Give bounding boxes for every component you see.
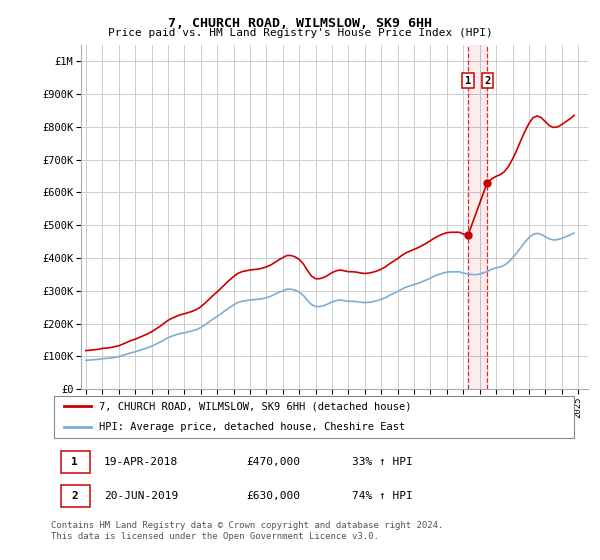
Bar [468,45,487,389]
Text: 1: 1 [465,76,471,86]
Text: 7, CHURCH ROAD, WILMSLOW, SK9 6HH: 7, CHURCH ROAD, WILMSLOW, SK9 6HH [168,17,432,30]
Text: 20-JUN-2019: 20-JUN-2019 [104,491,178,501]
Text: HPI: Average price, detached house, Cheshire East: HPI: Average price, detached house, Ches… [98,422,405,432]
Text: 2: 2 [484,76,490,86]
Text: Contains HM Land Registry data © Crown copyright and database right 2024.
This d: Contains HM Land Registry data © Crown c… [51,521,443,541]
FancyBboxPatch shape [61,451,89,473]
Text: 1: 1 [71,457,78,467]
Text: £630,000: £630,000 [247,491,301,501]
Text: £470,000: £470,000 [247,457,301,467]
Text: 2: 2 [71,491,78,501]
Text: 33% ↑ HPI: 33% ↑ HPI [352,457,413,467]
Text: 19-APR-2018: 19-APR-2018 [104,457,178,467]
Text: 74% ↑ HPI: 74% ↑ HPI [352,491,413,501]
Text: 7, CHURCH ROAD, WILMSLOW, SK9 6HH (detached house): 7, CHURCH ROAD, WILMSLOW, SK9 6HH (detac… [98,401,411,411]
Text: Price paid vs. HM Land Registry's House Price Index (HPI): Price paid vs. HM Land Registry's House … [107,28,493,38]
FancyBboxPatch shape [53,395,574,438]
FancyBboxPatch shape [61,485,89,507]
